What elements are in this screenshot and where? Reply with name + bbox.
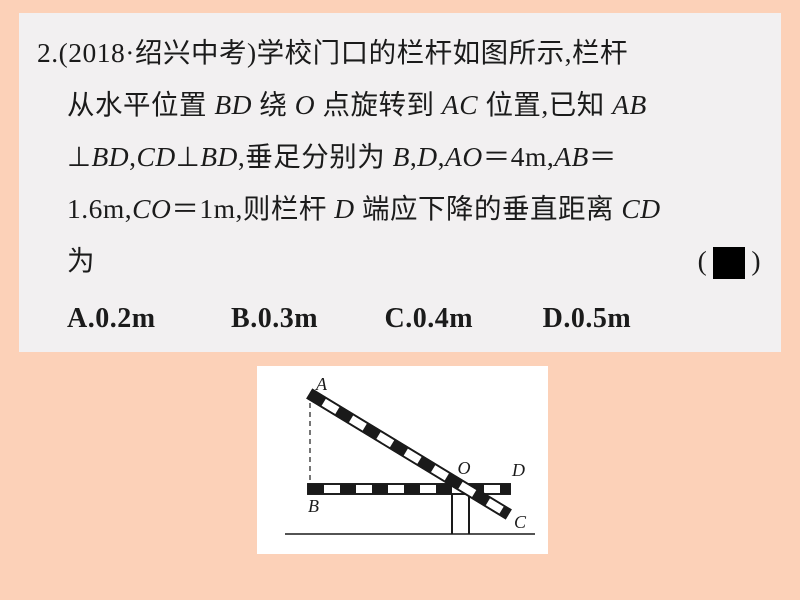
l4-D2: D: [334, 193, 354, 224]
l2-AB: AB: [612, 89, 647, 120]
l3-B: B: [393, 141, 410, 172]
question-number: 2.: [37, 37, 59, 68]
l2-AC: AC: [442, 89, 478, 120]
l4a: 1.6m,: [67, 193, 132, 224]
l2a: 从水平位置: [67, 89, 214, 120]
paren-open: (: [698, 235, 708, 287]
option-A[interactable]: A.0.2m: [67, 293, 156, 345]
barrier-diagram: A B O D C: [257, 366, 548, 554]
l3e2: ＝: [589, 141, 617, 172]
answer-blank: ( ): [698, 235, 761, 287]
svg-text:D: D: [511, 460, 525, 480]
question-text: 2.(2018·绍兴中考)学校门口的栏杆如图所示,栏杆 从水平位置 BD 绕 O…: [37, 27, 763, 345]
l2d: 位置,已知: [478, 89, 612, 120]
l4-CD2: CD: [621, 193, 660, 224]
l1-rest: 学校门口的栏杆如图所示,栏杆: [257, 37, 628, 68]
svg-text:A: A: [315, 374, 328, 394]
l3-BD2: BD: [200, 141, 238, 172]
question-source: (2018·绍兴中考): [59, 37, 257, 68]
l3-D: D: [417, 141, 437, 172]
svg-text:B: B: [308, 496, 319, 516]
text-line-1: 2.(2018·绍兴中考)学校门口的栏杆如图所示,栏杆: [37, 27, 763, 79]
l2c: 点旋转到: [315, 89, 442, 120]
l3e1: ＝4m,: [483, 141, 555, 172]
l4c: 端应下降的垂直距离: [355, 193, 622, 224]
l3c3: ,: [438, 141, 445, 172]
l3c1: ,: [129, 141, 136, 172]
l4b: ＝1m,则栏杆: [171, 193, 334, 224]
text-line-4: 1.6m,CO＝1m,则栏杆 D 端应下降的垂直距离 CD: [37, 183, 763, 235]
text-line-5: 为 ( ): [37, 235, 763, 287]
diagram-box: A B O D C: [257, 366, 548, 554]
l4-CO: CO: [132, 193, 171, 224]
options-line: A.0.2m B.0.3m C.0.4m D.0.5m: [37, 293, 763, 345]
l5: 为: [67, 245, 95, 276]
svg-text:C: C: [514, 512, 527, 532]
text-line-2: 从水平位置 BD 绕 O 点旋转到 AC 位置,已知 AB: [37, 79, 763, 131]
l2-O: O: [295, 89, 315, 120]
l3-AB2: AB: [554, 141, 589, 172]
paren-close: ): [751, 235, 761, 287]
question-box: 2.(2018·绍兴中考)学校门口的栏杆如图所示,栏杆 从水平位置 BD 绕 O…: [19, 13, 781, 352]
l3p2: ⊥: [176, 141, 200, 172]
option-C[interactable]: C.0.4m: [385, 293, 474, 345]
option-D[interactable]: D.0.5m: [543, 293, 632, 345]
option-B[interactable]: B.0.3m: [231, 293, 318, 345]
l3-AO: AO: [445, 141, 483, 172]
l3p1: ⊥: [67, 141, 91, 172]
l3-CD1: CD: [137, 141, 176, 172]
l2b: 绕: [252, 89, 295, 120]
answer-black-box[interactable]: [713, 247, 745, 279]
svg-text:O: O: [458, 458, 471, 478]
l3m: ,垂足分别为: [238, 141, 393, 172]
l3-BD1: BD: [91, 141, 129, 172]
text-line-3: ⊥BD,CD⊥BD,垂足分别为 B,D,AO＝4m,AB＝: [37, 131, 763, 183]
l2-BD: BD: [214, 89, 252, 120]
